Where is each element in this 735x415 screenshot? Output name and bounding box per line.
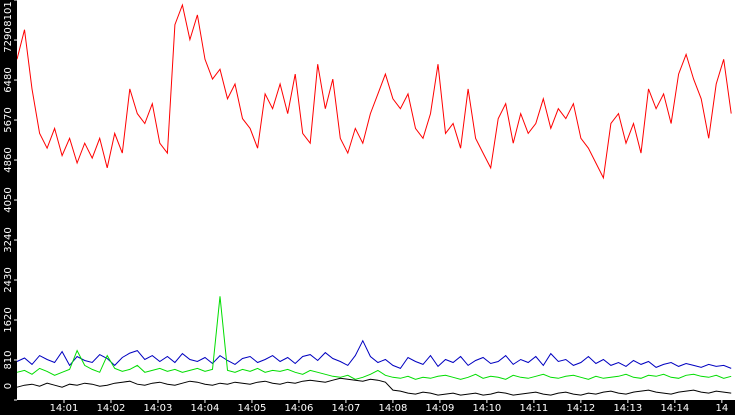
y-tick-label: 7290 — [3, 27, 14, 52]
x-tick-label: 14:09 — [425, 403, 454, 414]
x-tick-label: 14:05 — [238, 403, 267, 414]
x-tick-label: 14:02 — [97, 403, 126, 414]
y-tick-label: 8101 — [3, 1, 14, 26]
series-line — [16, 339, 732, 370]
y-tick-label: 2430 — [3, 267, 14, 292]
x-tick-label: 14:03 — [144, 403, 173, 414]
x-tick-label: 14:06 — [285, 403, 314, 414]
y-tick-label: 810 — [3, 350, 14, 369]
x-tick-label: 14:13 — [613, 403, 642, 414]
series-line — [16, 296, 732, 380]
x-tick-label: 14:14 — [660, 403, 689, 414]
series-line — [16, 3, 732, 180]
y-axis-bar — [0, 0, 17, 415]
y-tick-label: 6480 — [3, 67, 14, 92]
x-tick-label: 14:07 — [332, 403, 361, 414]
x-tick-label: 14:08 — [379, 403, 408, 414]
x-axis-bar — [0, 400, 735, 415]
x-tick-label: 14:11 — [519, 403, 548, 414]
series-line — [16, 377, 732, 396]
y-tick-label: 5670 — [3, 107, 14, 132]
x-tick-label: 14:04 — [191, 403, 220, 414]
y-tick-label: 0 — [3, 383, 14, 389]
y-tick-label: 3240 — [3, 227, 14, 252]
y-tick-label: 4860 — [3, 147, 14, 172]
y-tick-label: 4050 — [3, 187, 14, 212]
x-tick-label: 14:12 — [566, 403, 595, 414]
x-tick-label: 14:01 — [50, 403, 79, 414]
y-tick-label: 1620 — [3, 307, 14, 332]
x-tick-label: 14 — [715, 403, 728, 414]
x-tick-label: 14:10 — [472, 403, 501, 414]
